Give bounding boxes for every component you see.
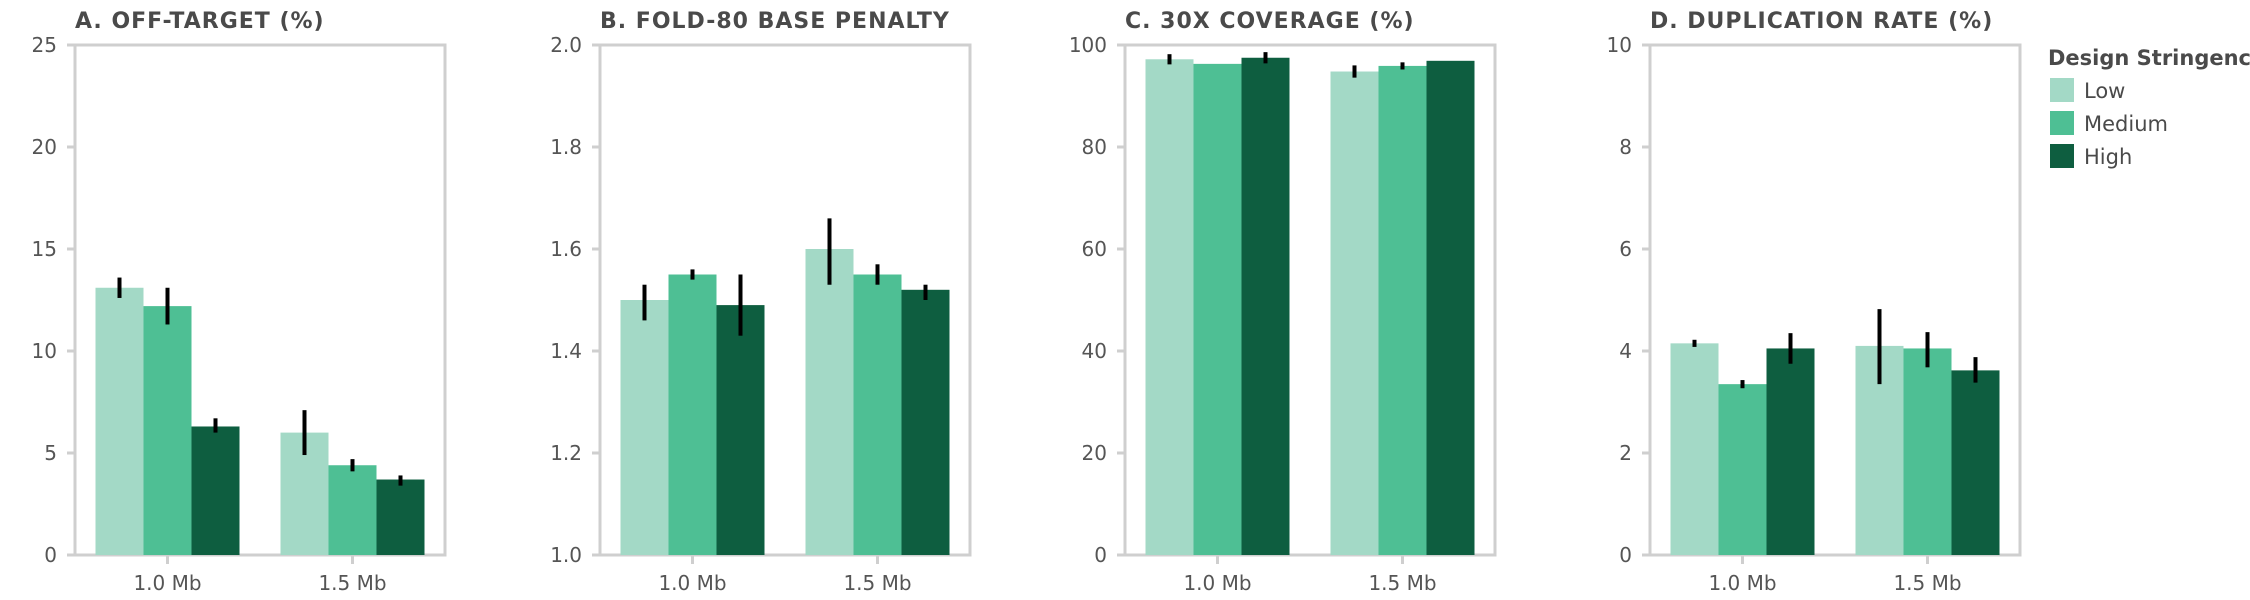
plot-frame: [1123, 43, 1497, 557]
panel-4: D. DUPLICATION RATE (%) 0 2 4 6 8 10 1.0 Mb 1.5 …: [1607, 9, 2022, 595]
bar-high: [191, 426, 240, 555]
y-tick-label: 0: [1094, 543, 1107, 567]
bar-high: [376, 479, 425, 555]
x-tick-label: 1.0 Mb: [658, 571, 726, 595]
y-tick-label: 10: [32, 339, 57, 363]
y-tick-label: 15: [32, 237, 57, 261]
y-tick-label: 1.6: [550, 237, 582, 261]
panel-title: D. DUPLICATION RATE (%): [1650, 9, 1993, 34]
x-tick-label: 1.0 Mb: [1708, 571, 1776, 595]
bar-high: [901, 289, 950, 555]
y-tick-label: 80: [1082, 135, 1107, 159]
bar-high: [716, 305, 765, 555]
legend-swatch-medium: [2050, 111, 2074, 135]
y-tick-label: 60: [1082, 237, 1107, 261]
x-tick-label: 1.5 Mb: [843, 571, 911, 595]
bar-high: [1951, 370, 2000, 555]
y-tick-label: 0: [1619, 543, 1632, 567]
panel-title: C. 30X COVERAGE (%): [1125, 9, 1415, 34]
y-tick-label: 25: [32, 33, 57, 57]
panel-1: A. OFF-TARGET (%) 0 5 10 15 20 25 1.0 Mb 1.5 Mb: [32, 9, 447, 595]
y-tick-label: 1.8: [550, 135, 582, 159]
bar-medium: [853, 274, 902, 555]
bar-low: [1330, 71, 1379, 556]
bar-medium: [668, 274, 717, 555]
legend-label-medium: Medium: [2084, 112, 2168, 136]
y-tick-label: 40: [1082, 339, 1107, 363]
x-tick-label: 1.5 Mb: [1893, 571, 1961, 595]
y-tick-label: 100: [1069, 33, 1107, 57]
y-tick-label: 1.0: [550, 543, 582, 567]
x-tick-label: 1.5 Mb: [1368, 571, 1436, 595]
panel-title: B. FOLD-80 BASE PENALTY: [600, 9, 950, 34]
y-tick-label: 0: [44, 543, 57, 567]
y-tick-label: 4: [1619, 339, 1632, 363]
plot-frame: [73, 43, 447, 557]
y-tick-label: 8: [1619, 135, 1632, 159]
legend-label-low: Low: [2084, 79, 2125, 103]
plot-frame: [1648, 43, 2022, 557]
y-tick-label: 1.2: [550, 441, 582, 465]
bar-medium: [143, 306, 192, 555]
bar-low: [1670, 343, 1719, 555]
x-tick-label: 1.5 Mb: [318, 571, 386, 595]
legend: Design Stringency Low Medium High: [2048, 46, 2250, 169]
bar-high: [1766, 348, 1815, 555]
y-tick-label: 20: [1082, 441, 1107, 465]
bar-low: [620, 300, 669, 555]
y-tick-label: 10: [1607, 33, 1632, 57]
bar-medium: [1193, 63, 1242, 556]
panel-3: C. 30X COVERAGE (%) 0 20 40 60 80 100 1.0 Mb 1.5…: [1069, 9, 1497, 595]
x-tick-label: 1.0 Mb: [133, 571, 201, 595]
bar-low: [1145, 59, 1194, 555]
bar-high: [1426, 60, 1475, 556]
bar-low: [805, 249, 854, 555]
y-tick-label: 20: [32, 135, 57, 159]
bar-low: [95, 287, 144, 555]
bar-medium: [1378, 65, 1427, 555]
y-tick-label: 2: [1619, 441, 1632, 465]
bar-medium: [328, 465, 377, 555]
legend-title: Design Stringency: [2048, 46, 2250, 70]
legend-swatch-low: [2050, 78, 2074, 102]
bar-high: [1241, 57, 1290, 555]
panel-title: A. OFF-TARGET (%): [75, 9, 325, 34]
plot-frame: [598, 43, 972, 557]
y-tick-label: 2.0: [550, 33, 582, 57]
y-tick-label: 1.4: [550, 339, 582, 363]
panel-2: B. FOLD-80 BASE PENALTY 1.0 1.2 1.4 1.6 1.8 2.…: [550, 9, 972, 595]
y-tick-label: 5: [44, 441, 57, 465]
legend-label-high: High: [2084, 145, 2132, 169]
bar-medium: [1718, 384, 1767, 555]
x-tick-label: 1.0 Mb: [1183, 571, 1251, 595]
bar-medium: [1903, 348, 1952, 555]
y-tick-label: 6: [1619, 237, 1632, 261]
legend-swatch-high: [2050, 144, 2074, 168]
